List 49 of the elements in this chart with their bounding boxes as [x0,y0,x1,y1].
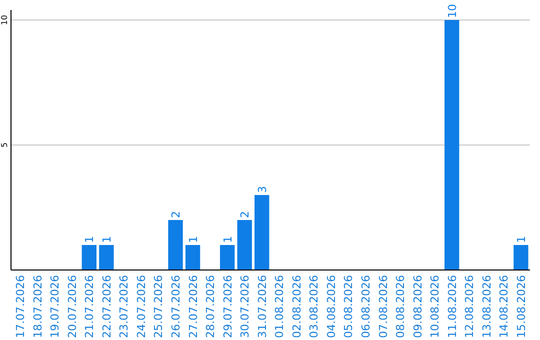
data-label: 1 [514,236,528,243]
bar [168,220,183,270]
data-label: 2 [170,211,183,218]
x-tick-label: 06.08.2026 [359,275,372,338]
x-tick-label: 29.07.2026 [221,275,234,338]
x-tick-label: 04.08.2026 [324,275,338,338]
x-tick-label: 13.08.2026 [480,275,494,338]
bar [82,245,96,270]
x-tick-label: 19.07.2026 [48,275,62,338]
x-tick-label: 01.08.2026 [273,275,286,338]
x-tick-label: 14.08.2026 [498,275,511,338]
y-tick-label: 5 [0,142,9,148]
bar [444,20,460,270]
x-tick-label: 23.07.2026 [118,275,131,338]
x-tick-label: 28.07.2026 [204,275,218,338]
x-tick-label: 07.08.2026 [376,275,390,338]
bar [185,245,200,270]
bar [514,245,528,270]
x-tick-label: 08.08.2026 [394,275,408,338]
data-label: 1 [221,236,234,243]
x-tick-label: 30.07.2026 [238,275,252,338]
data-label: 10 [446,4,459,18]
bar [99,245,114,270]
x-tick-label: 25.07.2026 [152,275,166,338]
x-tick-label: 03.08.2026 [308,275,321,338]
x-tick-label: 27.07.2026 [186,275,200,338]
x-tick-label: 21.07.2026 [83,275,96,338]
x-tick-label: 12.08.2026 [463,275,476,338]
x-tick-label: 11.08.2026 [446,275,459,338]
data-label: 1 [100,236,114,243]
x-tick-label: 18.07.2026 [31,275,44,338]
data-label: 1 [83,236,96,243]
x-tick-label: 26.07.2026 [170,275,183,338]
x-tick-label: 20.07.2026 [66,275,79,338]
x-tick-label: 22.07.2026 [100,275,114,338]
data-label: 3 [256,186,269,193]
bar [237,220,252,270]
x-tick-label: 15.08.2026 [514,275,528,338]
data-label: 2 [238,211,252,218]
x-tick-label: 31.07.2026 [256,275,269,338]
x-tick-label: 24.07.2026 [134,275,148,338]
x-tick-label: 10.08.2026 [428,275,442,338]
bar [220,245,235,270]
x-tick-label: 02.08.2026 [290,275,304,338]
x-tick-label: 17.07.2026 [14,275,28,338]
data-label: 1 [186,236,200,243]
x-tick-label: 05.08.2026 [342,275,356,338]
bar [254,195,270,270]
x-tick-label: 09.08.2026 [411,275,424,338]
